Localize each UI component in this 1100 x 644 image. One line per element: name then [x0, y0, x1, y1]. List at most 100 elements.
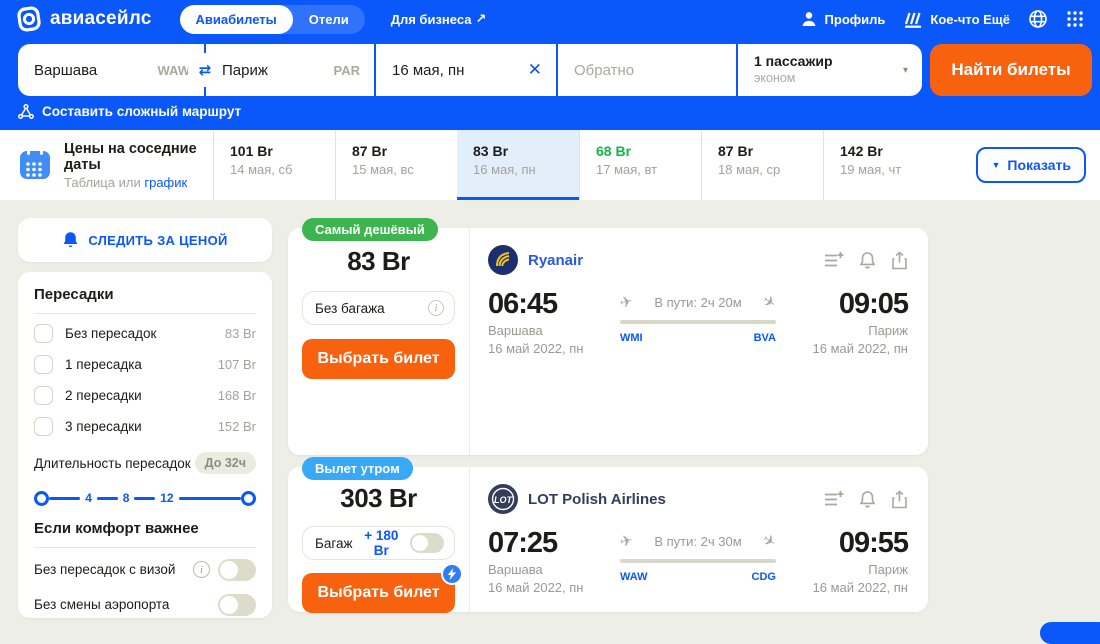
share-icon[interactable]: [891, 250, 908, 270]
filter-no-visa-transfers[interactable]: Без пересадок с визой i: [34, 552, 256, 587]
filter-same-airport[interactable]: Без смены аэропорта: [34, 587, 256, 618]
info-icon[interactable]: i: [193, 561, 210, 578]
checkbox[interactable]: [34, 417, 53, 436]
departure-airport-code: WMI: [620, 332, 643, 344]
origin-iata-code: WAW: [157, 62, 191, 78]
route-bar: [620, 320, 776, 324]
date-option-18-may[interactable]: 87 Br 18 мая, ср: [701, 130, 823, 200]
aviasales-logo-icon: [16, 6, 42, 32]
profile-button[interactable]: Профиль: [800, 10, 885, 28]
date-option-19-may[interactable]: 142 Br 19 мая, чт: [823, 130, 945, 200]
arrival-airport-code: CDG: [751, 571, 776, 583]
top-navigation: авиасейлс Авиабилеты Отели Для бизнеса ↗…: [0, 0, 1100, 38]
slider-handle-right[interactable]: [241, 490, 257, 506]
date-option-17-may[interactable]: 68 Br 17 мая, вт: [579, 130, 701, 200]
date-option-14-may[interactable]: 101 Br 14 мая, сб: [213, 130, 335, 200]
return-placeholder: Обратно: [574, 61, 635, 79]
filters-panel: Пересадки Без пересадок 83 Br 1 пересадк…: [18, 272, 272, 618]
arrival-time: 09:05: [838, 288, 909, 320]
depart-date-field[interactable]: 16 мая, пн ✕: [376, 44, 556, 96]
ticket-price-column: 83 Br Без багажа i Выбрать билет: [288, 228, 470, 455]
swap-cities-button[interactable]: ⇄: [191, 56, 219, 84]
profile-icon: [800, 10, 818, 28]
more-menu-button[interactable]: Кое-что Ещё: [903, 10, 1010, 28]
flight-details: Ryanair 06:45 Варшава 16 май 2022, пн ✈ …: [470, 228, 928, 455]
instant-purchase-bolt-icon: [441, 563, 463, 585]
info-icon[interactable]: i: [428, 300, 444, 316]
search-submit-button[interactable]: Найти билеты: [930, 44, 1092, 96]
checkbox[interactable]: [34, 386, 53, 405]
ticket-price: 303 Br: [340, 483, 417, 513]
calendar-header: Цены на соседние даты Таблица или график: [0, 130, 213, 200]
bell-outline-icon[interactable]: [859, 251, 876, 270]
passengers-field[interactable]: 1 пассажир эконом ▾: [738, 44, 922, 96]
passengers-count: 1 пассажир: [754, 53, 833, 70]
svg-text:LOT: LOT: [494, 495, 513, 505]
origin-value: Варшава: [34, 61, 98, 79]
aviasales-logo[interactable]: авиасейлс: [16, 6, 152, 32]
route-icon: [18, 104, 34, 119]
route-middle: ✈ В пути: 2ч 30м ✈ WAW CDG: [606, 528, 790, 595]
complex-route-link[interactable]: Составить сложный маршрут: [18, 104, 241, 119]
buy-ticket-button[interactable]: Выбрать билет: [302, 573, 455, 613]
filter-one-transfer[interactable]: 1 пересадка 107 Br: [34, 349, 256, 380]
slider-handle-left[interactable]: [34, 490, 49, 506]
lot-logo: LOT: [488, 484, 518, 514]
view-chart-link[interactable]: график: [144, 174, 188, 190]
apps-grid-icon[interactable]: [1066, 10, 1084, 28]
show-matrix-button[interactable]: ▼ Показать: [976, 147, 1086, 183]
flight-duration: В пути: 2ч 20м: [654, 294, 742, 310]
flight-duration: В пути: 2ч 30м: [654, 533, 742, 549]
checkbox[interactable]: [34, 355, 53, 374]
caret-down-icon: ▼: [991, 160, 1001, 170]
origin-field[interactable]: Варшава WAW: [18, 44, 204, 96]
cabin-class: эконом: [754, 70, 796, 85]
clear-date-icon[interactable]: ✕: [527, 60, 542, 79]
destination-value: Париж: [222, 61, 268, 79]
chat-support-button[interactable]: [1040, 622, 1100, 644]
duration-slider[interactable]: 4 8 12: [34, 490, 257, 506]
tab-hotels[interactable]: Отели: [308, 11, 349, 27]
filter-no-transfers[interactable]: Без пересадок 83 Br: [34, 318, 256, 349]
calendar-title: Цены на соседние даты: [64, 140, 197, 173]
ticket-price: 83 Br: [347, 246, 410, 276]
departure-airport-code: WAW: [620, 571, 648, 583]
share-icon[interactable]: [891, 489, 908, 509]
baggage-toggle[interactable]: [410, 533, 444, 553]
buy-ticket-button[interactable]: Выбрать билет: [302, 339, 455, 379]
route-middle: ✈ В пути: 2ч 20м ✈ WMI BVA: [606, 289, 790, 356]
destination-iata-code: PAR: [333, 62, 360, 78]
checkbox[interactable]: [34, 324, 53, 343]
departure-time: 07:25: [488, 527, 558, 559]
visa-toggle[interactable]: [218, 558, 256, 581]
business-link[interactable]: Для бизнеса ↗: [390, 11, 487, 27]
add-to-compare-icon[interactable]: [824, 251, 844, 269]
filter-three-transfers[interactable]: 3 пересадки 152 Br: [34, 411, 256, 442]
baggage-option[interactable]: Без багажа i: [302, 291, 455, 325]
departure-time: 06:45: [488, 288, 558, 320]
add-to-compare-icon[interactable]: [824, 490, 844, 508]
destination-field[interactable]: Париж PAR: [206, 44, 374, 96]
swap-icon: ⇄: [198, 62, 212, 79]
date-option-15-may[interactable]: 87 Br 15 мая, вс: [335, 130, 457, 200]
duration-value-badge: До 32ч: [194, 452, 256, 474]
baggage-option[interactable]: Багаж + 180 Br: [302, 526, 455, 560]
ticket-card-lot: Вылет утром 303 Br Багаж + 180 Br Выбрат…: [288, 457, 928, 613]
departure-block: 06:45 Варшава 16 май 2022, пн: [488, 288, 606, 357]
language-globe-icon[interactable]: [1028, 9, 1048, 29]
nearby-dates-strip: Цены на соседние даты Таблица или график…: [0, 130, 1100, 200]
chevron-down-icon: ▾: [902, 64, 908, 76]
return-date-field[interactable]: Обратно: [558, 44, 736, 96]
transfers-heading: Пересадки: [34, 286, 114, 303]
filter-two-transfers[interactable]: 2 пересадки 168 Br: [34, 380, 256, 411]
fingers-icon: [903, 10, 923, 28]
track-price-button[interactable]: СЛЕДИТЬ ЗА ЦЕНОЙ: [18, 218, 272, 262]
date-option-16-may-selected[interactable]: 83 Br 16 мая, пн: [457, 130, 579, 200]
tab-avia-tickets[interactable]: Авиабилеты: [179, 4, 293, 34]
airport-toggle[interactable]: [218, 593, 256, 616]
arrival-block: 09:05 Париж 16 май 2022, пн: [790, 288, 909, 357]
airline-name: LOT Polish Airlines: [528, 490, 666, 508]
depart-date-value: 16 мая, пн: [392, 61, 465, 79]
bell-outline-icon[interactable]: [859, 490, 876, 509]
view-table-label: Таблица: [64, 174, 115, 190]
